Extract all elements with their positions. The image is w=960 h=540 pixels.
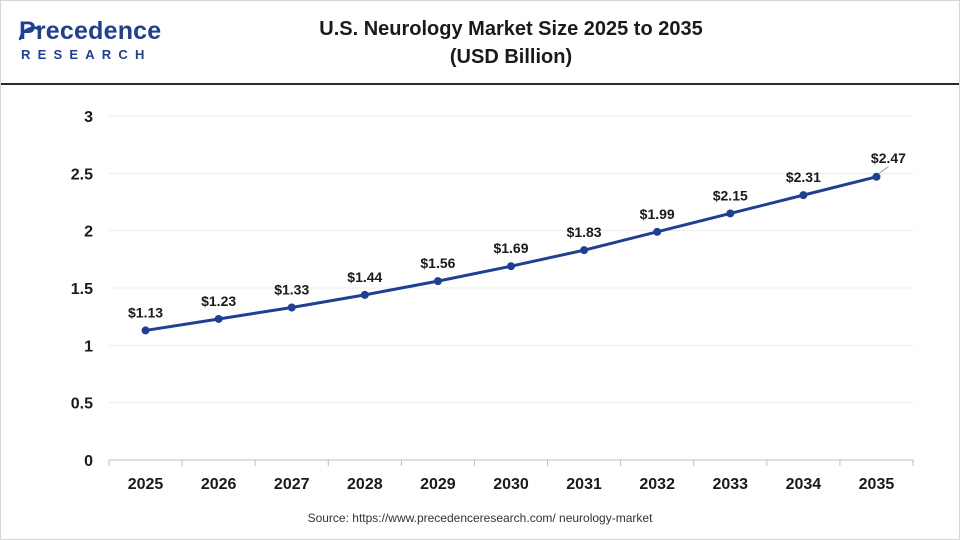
y-tick-label: 0.5: [71, 396, 93, 413]
data-label: $1.23: [201, 293, 236, 309]
data-point: [141, 326, 150, 335]
x-tick-label: 2027: [274, 476, 310, 493]
y-tick-label: 2.5: [71, 166, 93, 183]
data-label: $1.56: [420, 255, 455, 271]
data-label: $1.44: [347, 269, 382, 285]
data-point: [433, 277, 442, 286]
x-tick-label: 2034: [786, 476, 822, 493]
data-label: $1.69: [493, 240, 528, 256]
data-point: [872, 172, 881, 181]
data-label: $1.83: [567, 224, 602, 240]
x-tick-label: 2026: [201, 476, 237, 493]
x-tick-label: 2030: [493, 476, 529, 493]
x-tick-label: 2025: [128, 476, 164, 493]
data-point: [507, 262, 515, 271]
data-point: [653, 227, 662, 236]
logo-swoosh-icon: [18, 26, 40, 41]
brand-sub: RESEARCH: [21, 47, 152, 62]
chart-header: Precedence RESEARCH U.S. Neurology Marke…: [1, 1, 959, 85]
x-tick-label: 2032: [639, 476, 675, 493]
data-label: $1.33: [274, 281, 309, 297]
data-label: $1.13: [128, 304, 163, 320]
data-label: $1.99: [640, 206, 675, 222]
data-label-leader: [878, 166, 889, 175]
source-note: Source: https://www.precedenceresearch.c…: [307, 511, 653, 525]
data-point: [580, 246, 589, 255]
chart-title-line1: U.S. Neurology Market Size 2025 to 2035: [319, 18, 703, 40]
data-point: [287, 303, 296, 312]
chart-title-line2: (USD Billion): [449, 46, 573, 68]
y-tick-label: 3: [84, 109, 93, 126]
x-tick-label: 2033: [712, 476, 748, 493]
chart-title: U.S. Neurology Market Size 2025 to 2035 …: [221, 15, 801, 71]
data-point: [214, 314, 223, 323]
y-tick-label: 2: [84, 224, 93, 241]
data-label: $2.47: [871, 150, 906, 166]
y-tick-label: 0: [84, 453, 93, 470]
y-tick-label: 1: [84, 338, 93, 355]
x-tick-label: 2035: [859, 476, 895, 493]
x-tick-label: 2029: [420, 476, 456, 493]
data-point: [360, 290, 369, 299]
x-tick-label: 2028: [347, 476, 383, 493]
brand-logo: Precedence RESEARCH: [18, 17, 164, 65]
data-point: [799, 191, 808, 200]
data-point: [726, 209, 735, 218]
data-label: $2.15: [713, 187, 748, 203]
x-tick-label: 2031: [566, 476, 602, 493]
brand-name: Precedence: [19, 17, 162, 45]
data-label: $2.31: [786, 169, 821, 185]
y-tick-label: 1.5: [71, 281, 93, 298]
